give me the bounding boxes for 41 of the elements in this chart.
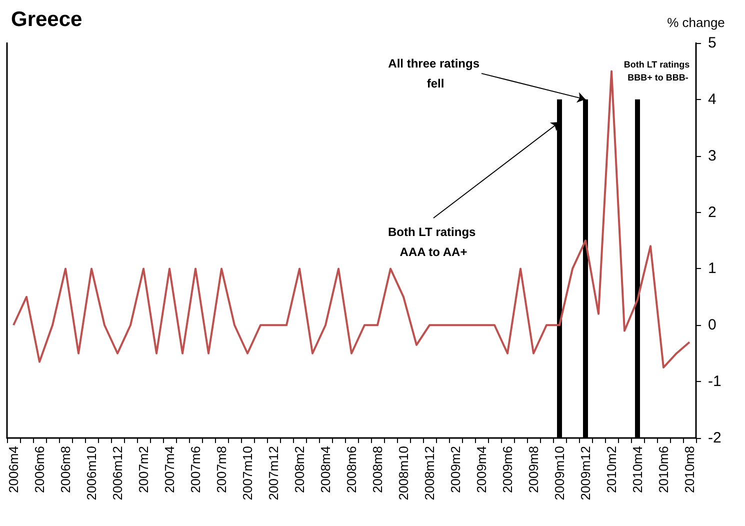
chart-title: Greece: [11, 8, 82, 31]
x-tick-label: 2008m12: [422, 446, 437, 500]
x-tick-label: 2007m12: [266, 446, 281, 500]
x-tick-label: 2009m6: [500, 446, 515, 493]
x-tick-label: 2010m2: [604, 446, 619, 493]
y-axis-title: % change: [667, 15, 725, 30]
x-tick-label: 2007m6: [188, 446, 203, 493]
x-tick-label: 2007m8: [214, 446, 229, 493]
annotation: All three ratings fell: [388, 56, 483, 90]
x-tick-label: 2009m8: [526, 446, 541, 493]
annotation: Both LT ratings AAA to AA+: [388, 225, 480, 259]
y-tick-label: 2: [708, 204, 716, 221]
x-tick-label: 2006m6: [32, 446, 47, 493]
x-tick-label: 2006m4: [6, 446, 21, 493]
x-tick-label: 2008m2: [292, 446, 307, 493]
x-tick-label: 2006m8: [58, 446, 73, 493]
x-tick-label: 2006m10: [84, 446, 99, 500]
x-tick-label: 2010m8: [682, 446, 697, 493]
x-tick-label: 2009m2: [448, 446, 463, 493]
x-tick-label: 2007m4: [162, 446, 177, 493]
y-tick-label: -1: [708, 373, 722, 390]
y-tick-label: 0: [708, 316, 716, 334]
y-tick-label: 1: [708, 260, 716, 278]
x-tick-label: 2008m8: [370, 446, 385, 493]
x-tick-label: 2008m6: [344, 446, 359, 493]
x-tick-label: 2008m10: [396, 446, 411, 500]
x-tick-label: 2006m12: [110, 446, 125, 500]
x-tick-label: 2009m4: [474, 446, 489, 493]
x-tick-label: 2010m4: [630, 446, 645, 493]
y-tick-label: -2: [708, 430, 722, 446]
x-tick-label: 2009m10: [552, 446, 567, 500]
x-tick-label: 2007m2: [136, 446, 151, 493]
x-tick-label: 2009m12: [578, 446, 593, 500]
y-tick-label: 5: [708, 34, 716, 52]
y-tick-label: 4: [708, 90, 716, 108]
line-series: [12, 70, 690, 368]
annotation: Both LT ratings BBB+ to BBB-: [624, 60, 692, 82]
x-tick-label: 2007m10: [240, 446, 255, 500]
x-tick-label: 2010m6: [656, 446, 671, 493]
y-tick-label: 3: [708, 147, 716, 164]
x-tick-label: 2008m4: [318, 446, 333, 493]
